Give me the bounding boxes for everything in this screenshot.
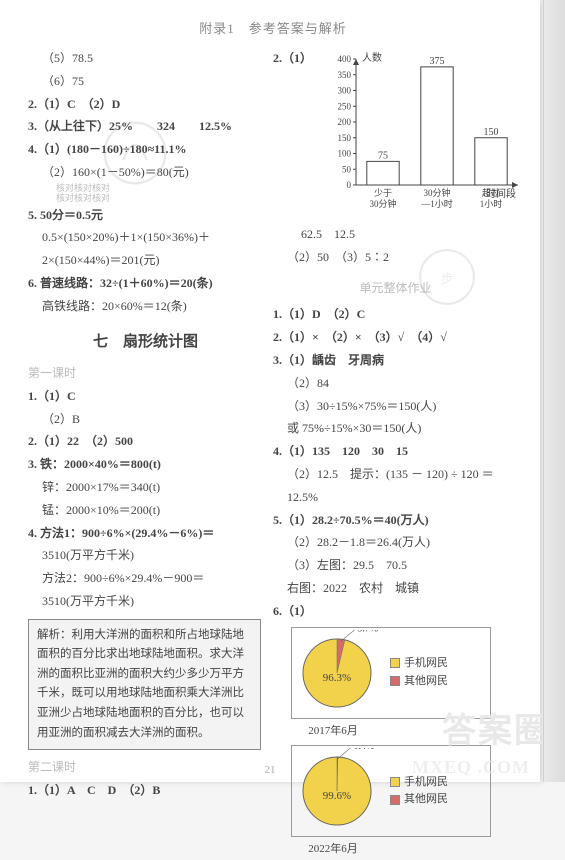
svg-text:150: 150 — [337, 133, 351, 143]
l2-q1: 1.（1）A C D （2）B — [28, 779, 263, 802]
u1: 1.（1）D （2）C — [273, 303, 518, 326]
svg-text:0: 0 — [346, 180, 351, 190]
svg-text:250: 250 — [337, 101, 351, 111]
svg-text:375: 375 — [429, 56, 444, 67]
pie-chart-2022: 99.6% 0.4% — [294, 748, 380, 834]
q4b: （2）160×(1－50%)＝80(元) — [28, 161, 263, 184]
u5c: （3）左图：29.5 70.5 — [273, 554, 518, 577]
u3c: （3）30÷15%×75%＝150(人) — [273, 395, 518, 418]
svg-text:0.4%: 0.4% — [353, 748, 374, 752]
lesson2: 第二课时 — [28, 756, 263, 779]
u5a: 5.（1）28.2÷70.5%＝40(万人) — [273, 509, 518, 532]
q5b: 0.5×(150×20%)＋1×(150×36%)＋ — [28, 226, 263, 249]
u6: 6.（1） — [273, 600, 518, 623]
l1-q1a: 1.（1）C — [28, 385, 263, 408]
page-right-edge — [543, 0, 565, 782]
l1-q3a: 3. 铁：2000×40%＝800(t) — [28, 453, 263, 476]
r-q2-label: 2.（1） — [273, 47, 308, 223]
q5a: 5. 50分＝0.5元 — [28, 204, 263, 227]
svg-text:30分钟: 30分钟 — [369, 198, 396, 209]
l1-q1b: （2）B — [28, 408, 263, 431]
u3a: 3.（1）龋齿 牙周病 — [273, 349, 518, 372]
svg-text:200: 200 — [337, 117, 351, 127]
svg-text:300: 300 — [337, 86, 351, 96]
analysis-box: 解析：利用大洋洲的面积和所占地球陆地面积的百分比求出地球陆地面积。求大洋洲的面积… — [28, 619, 261, 750]
u3d: 或 75%÷15%×30＝150(人) — [273, 417, 518, 440]
q6a: 6. 普速线路：32÷(1＋60%)＝20(条) — [28, 272, 263, 295]
svg-text:100: 100 — [337, 149, 351, 159]
l1-q3b: 锌：2000×17%＝340(t) — [28, 476, 263, 499]
legend-a: 手机网民 — [404, 657, 448, 669]
unit-title: 单元整体作业 — [273, 277, 518, 300]
legend-b2: 其他网民 — [404, 793, 448, 805]
u4c: 12.5% — [273, 486, 518, 509]
r2: （2）50 （3）5∶2 — [273, 246, 518, 269]
l1-q4c: 方法2：900÷6%×29.4%－900＝ — [28, 567, 263, 590]
left-column: （5）78.5 （6）75 2.（1）C （2）D 3.（从上往下）25% 32… — [28, 47, 263, 860]
section-title: 七 扇形统计图 — [28, 328, 263, 357]
svg-text:—1小时: —1小时 — [420, 198, 453, 209]
svg-text:96.3%: 96.3% — [323, 672, 351, 684]
page-number: 21 — [265, 764, 276, 776]
l1-q4b: 3510(万平方千米) — [28, 544, 263, 567]
pie-legend-2: 手机网民 其他网民 — [390, 774, 448, 809]
r1: 62.5 12.5 — [273, 223, 518, 246]
l1-q4a: 4. 方法1：900÷6%×(29.4%－6%)＝ — [28, 522, 263, 545]
svg-text:99.6%: 99.6% — [323, 790, 351, 802]
q3: 3.（从上往下）25% 324 12.5% — [28, 115, 263, 138]
pie-legend-1: 手机网民 其他网民 — [390, 655, 448, 690]
svg-text:人数: 人数 — [362, 51, 382, 64]
q6b: 高铁线路：20×60%＝12(条) — [28, 295, 263, 318]
pie2-caption: 2022年6月 — [273, 839, 393, 860]
l1-q4d: 3510(万平方千米) — [28, 590, 263, 613]
u3b: （2）84 — [273, 372, 518, 395]
u2: 2.（1）× （2）× （3）√ （4）√ — [273, 326, 518, 349]
svg-text:150: 150 — [483, 127, 498, 138]
legend-b: 其他网民 — [404, 675, 448, 687]
l1-q3c: 锰：2000×10%＝200(t) — [28, 499, 263, 522]
ans-6: （6）75 — [28, 70, 263, 93]
svg-text:50: 50 — [342, 164, 352, 174]
svg-text:少于: 少于 — [374, 188, 392, 198]
q5c: 2×(150×44%)＝201(元) — [28, 249, 263, 272]
q2: 2.（1）C （2）D — [28, 93, 263, 116]
u4a: 4.（1）135 120 30 15 — [273, 440, 518, 463]
svg-text:1小时: 1小时 — [479, 198, 502, 209]
right-column: 2.（1） 400350300250200150100500人数时间段75少于3… — [273, 47, 518, 860]
ans-5: （5）78.5 — [28, 47, 263, 70]
svg-text:3.7%: 3.7% — [357, 630, 378, 634]
svg-text:75: 75 — [378, 150, 388, 161]
u5d: 右图：2022 农村 城镇 — [273, 577, 518, 600]
u4b: （2）12.5 提示：(135 － 120) ÷ 120 ＝ — [273, 463, 518, 486]
q4a: 4.（1）(180－160)÷180≈11.1% — [28, 138, 263, 161]
u5b: （2）28.2－1.8＝26.4(万人) — [273, 531, 518, 554]
pie-chart-2017: 96.3% 3.7% — [294, 630, 380, 716]
stamp-note2: 核对核对核对 — [28, 194, 263, 204]
svg-text:超过: 超过 — [482, 187, 500, 198]
page-header: 附录1 参考答案与解析 — [28, 18, 518, 37]
svg-text:350: 350 — [337, 70, 351, 80]
l1-q2: 2.（1）22 （2）500 — [28, 430, 263, 453]
lesson1: 第一课时 — [28, 362, 263, 385]
svg-text:30分钟: 30分钟 — [423, 187, 450, 198]
pie1-caption: 2017年6月 — [273, 721, 393, 742]
svg-text:400: 400 — [337, 54, 351, 64]
bar-chart: 400350300250200150100500人数时间段75少于30分钟375… — [326, 49, 518, 219]
